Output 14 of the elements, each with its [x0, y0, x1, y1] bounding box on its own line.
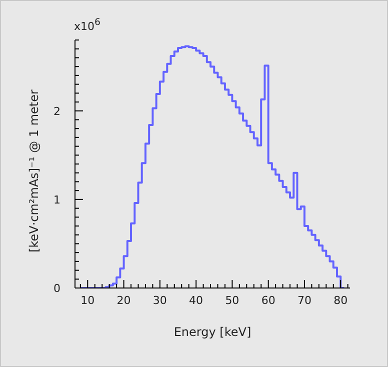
- x-tick-label: 40: [189, 294, 204, 307]
- y-tick-label: 0: [54, 282, 60, 295]
- x-tick-label: 80: [334, 294, 348, 307]
- y-tick-label: 1: [54, 193, 60, 206]
- x-tick-label: 60: [261, 294, 276, 307]
- x-tick-label: 50: [225, 294, 240, 307]
- x-tick-label: 10: [80, 294, 95, 307]
- x-tick-label: 20: [116, 294, 131, 307]
- y-axis-title: [keV·cm²mAs]⁻¹ @ 1 meter: [27, 90, 41, 252]
- x-tick-label: 70: [297, 294, 312, 307]
- x-axis-title: Energy [keV]: [174, 325, 252, 339]
- y-tick-label: 2: [54, 104, 60, 118]
- x-tick-label: 30: [152, 294, 167, 307]
- text: x10$^{6}$: [74, 16, 101, 33]
